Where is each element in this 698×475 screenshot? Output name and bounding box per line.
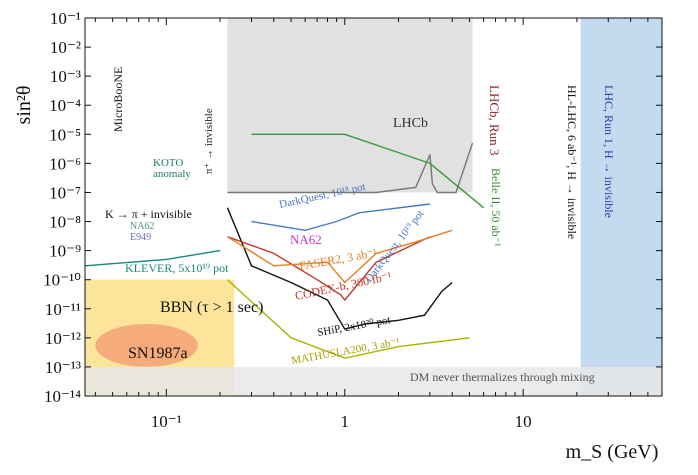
annotation-na62: NA62 xyxy=(130,221,154,232)
annotation-lhcb: LHCb xyxy=(393,116,428,131)
projection-curves xyxy=(85,133,485,359)
series-darkquest-10-pot xyxy=(251,203,430,232)
y-tick-label: 10⁻⁴ xyxy=(49,96,81,115)
annotation-belle-ii-50-ab: Belle II, 50 ab⁻¹ xyxy=(489,168,503,247)
annotation-dm-never-thermalizes-through-mixing: DM never thermalizes through mixing xyxy=(410,370,595,384)
y-tick-label: 10⁻⁵ xyxy=(49,125,81,144)
series-codex-b-300-fb xyxy=(227,236,431,302)
region-lhc-run-1-h-invisible xyxy=(580,18,662,396)
y-tick-label: 10⁻⁶ xyxy=(49,154,81,173)
series-lhcb xyxy=(227,142,474,194)
region-sn1987a xyxy=(95,323,198,367)
annotation-ship-2x10-pot: SHiP, 2x10²⁰ pot xyxy=(316,314,391,339)
y-tick-label: 10⁻⁷ xyxy=(49,183,81,202)
x-axis-label: m_S (GeV) xyxy=(566,441,659,463)
y-tick-label: 10⁻¹ xyxy=(50,9,81,28)
exclusion-regions xyxy=(85,18,662,396)
annotation-bbn-1-sec: BBN (τ > 1 sec) xyxy=(160,299,263,316)
x-tick-label: 10 xyxy=(515,412,532,431)
y-tick-label: 10⁻⁸ xyxy=(49,213,81,232)
region-dm-never-thermalizes-through-mixing xyxy=(85,366,662,396)
y-axis-label: sin²θ xyxy=(13,86,35,125)
y-tick-label: 10⁻² xyxy=(50,38,81,57)
y-tick-label: 10⁻¹⁴ xyxy=(44,387,81,406)
x-tick-label: 1 xyxy=(341,412,350,431)
y-tick-label: 10⁻¹⁰ xyxy=(43,271,81,290)
annotation-lhc-run-1-h-invisible: LHC, Run 1, H → invisible xyxy=(602,85,616,218)
x-tick-label: 10⁻¹ xyxy=(151,412,182,431)
annotation-microboone: MicroBooNE xyxy=(111,67,125,132)
annotation-na62: NA62 xyxy=(290,232,322,247)
annotation-invisible: π⁺ → invisible xyxy=(203,108,215,174)
plot-frame xyxy=(84,17,663,397)
y-tick-label: 10⁻¹³ xyxy=(45,358,81,377)
annotation-lhcb-run-3: LHCb, Run 3 xyxy=(487,85,502,155)
annotation-koto: KOTO xyxy=(153,157,183,169)
y-tick-label: 10⁻⁹ xyxy=(49,242,81,261)
annotation-k-invisible: K → π + invisible xyxy=(105,207,192,221)
series-klever-5x10-pot xyxy=(85,249,221,267)
series-belle-ii-50-ab xyxy=(251,133,485,209)
annotation-klever-5x10-pot: KLEVER, 5x10¹⁹ pot xyxy=(125,261,229,275)
region-lhcb xyxy=(227,18,473,193)
series-mathusla200-3-ab xyxy=(226,279,470,359)
y-tick-label: 10⁻¹¹ xyxy=(45,300,81,319)
series-ship-2x10-pot xyxy=(226,207,453,330)
annotation-anomaly: anomaly xyxy=(153,168,191,180)
y-tick-label: 10⁻¹² xyxy=(45,329,81,348)
annotation-faser2-3-ab: FASER2, 3 ab⁻¹ xyxy=(298,245,378,273)
annotation-mathusla200-3-ab: MATHUSLA200, 3 ab⁻¹ xyxy=(290,336,400,367)
y-axis-ticks: 10⁻¹⁴ 10⁻¹³ 10⁻¹² 10⁻¹¹ 10⁻¹⁰ 10⁻⁹ 10⁻⁸ 10⁻⁷ 10⁻… xyxy=(43,9,662,406)
x-axis-ticks: 10⁻¹ 1 10 xyxy=(94,18,663,431)
annotation-e949: E949 xyxy=(130,232,151,243)
annotation-hl-lhc-6-ab-h-invisible: HL-LHC, 6 ab⁻¹, H → invisible xyxy=(565,85,579,239)
series-faser2-3-ab xyxy=(227,229,453,284)
annotation-sn1987a: SN1987a xyxy=(128,345,188,362)
y-tick-label: 10⁻³ xyxy=(50,67,81,86)
